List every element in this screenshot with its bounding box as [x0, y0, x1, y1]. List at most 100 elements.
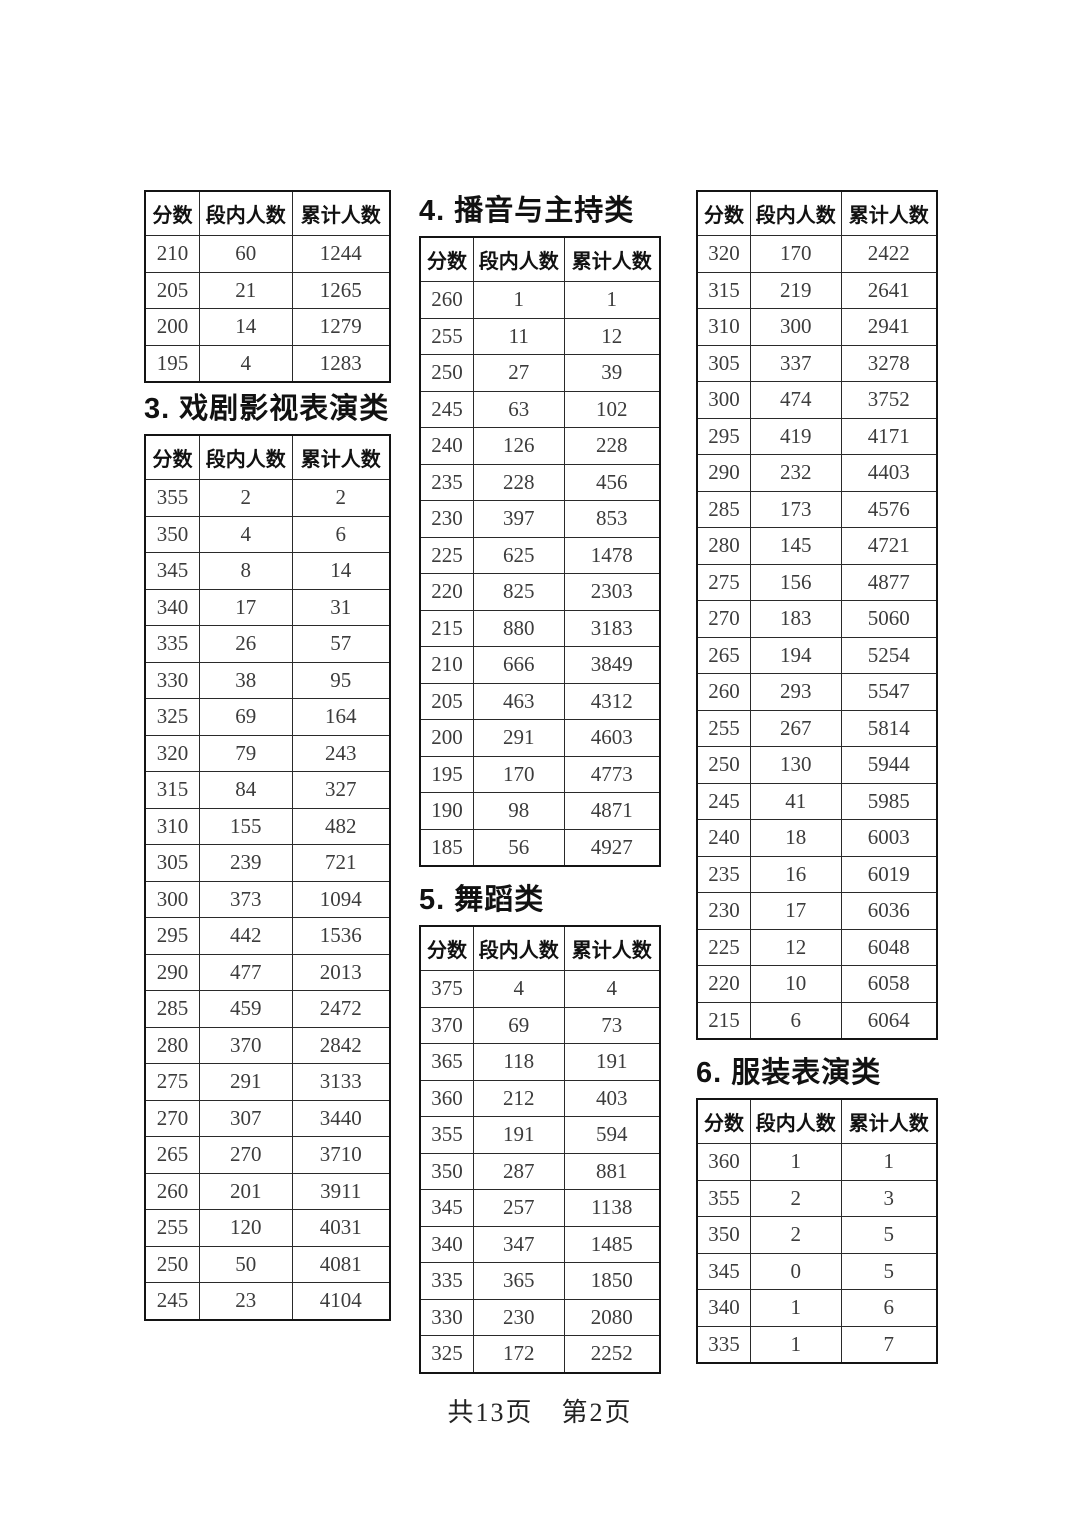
table-cell: 5985 — [840, 782, 938, 820]
table-cell: 225 — [419, 536, 474, 574]
table-row: 320 170 2422 — [696, 235, 938, 273]
table-cell: 310 — [696, 308, 751, 346]
table-cell: 11 — [472, 317, 565, 355]
table-row: 260 1 1 — [419, 281, 661, 319]
table-cell: 287 — [472, 1152, 565, 1190]
table-cell: 2013 — [291, 953, 391, 991]
table-cell: 4 — [472, 970, 565, 1008]
table-cell: 3752 — [840, 381, 938, 419]
column-header: 分数 — [419, 925, 474, 971]
table-row: 195 4 1283 — [144, 344, 391, 383]
table-cell: 3849 — [563, 646, 661, 684]
table-cell: 1 — [840, 1143, 938, 1181]
column-header: 段内人数 — [749, 190, 842, 236]
column-header: 段内人数 — [199, 434, 293, 480]
table-cell: 8 — [199, 552, 293, 590]
table-row: 265 194 5254 — [696, 636, 938, 674]
table-row: 255 120 4031 — [144, 1209, 391, 1247]
table-cell: 2422 — [840, 235, 938, 273]
table-cell: 250 — [696, 746, 751, 784]
table-cell: 220 — [419, 573, 474, 611]
table-cell: 666 — [472, 646, 565, 684]
table-cell: 5547 — [840, 673, 938, 711]
table-cell: 17 — [749, 892, 842, 930]
table-row: 360 212 403 — [419, 1079, 661, 1117]
header-row: 分数 段内人数 累计人数 — [144, 190, 391, 236]
column-header: 累计人数 — [291, 434, 391, 480]
table-cell: 4871 — [563, 792, 661, 830]
table-cell: 347 — [472, 1225, 565, 1263]
table-cell: 327 — [291, 771, 391, 809]
table-row: 265 270 3710 — [144, 1136, 391, 1174]
table-cell: 260 — [696, 673, 751, 711]
table-cell: 255 — [419, 317, 474, 355]
table-cell: 825 — [472, 573, 565, 611]
table-cell: 370 — [199, 1026, 293, 1064]
table-cell: 3183 — [563, 609, 661, 647]
table-cell: 267 — [749, 709, 842, 747]
table-row: 200 291 4603 — [419, 719, 661, 757]
table-row: 260 201 3911 — [144, 1172, 391, 1210]
table-cell: 291 — [199, 1063, 293, 1101]
table-cell: 419 — [749, 417, 842, 455]
table-cell: 1265 — [291, 271, 391, 309]
table-cell: 205 — [144, 271, 200, 309]
table-cell: 305 — [144, 844, 200, 882]
table-cell: 397 — [472, 500, 565, 538]
table-cell: 6 — [749, 1001, 842, 1040]
table-cell: 2 — [749, 1179, 842, 1217]
table-cell: 1 — [563, 281, 661, 319]
table-cell: 56 — [472, 828, 565, 867]
table-cell: 191 — [563, 1043, 661, 1081]
table-cell: 355 — [419, 1116, 474, 1154]
table-cell: 1850 — [563, 1262, 661, 1300]
column-header: 段内人数 — [472, 925, 565, 971]
column-middle: 4. 播音与主持类 分数 段内人数 累计人数 260 1 1 255 11 12 250 27 39 2… — [419, 193, 661, 1374]
table-cell: 340 — [696, 1289, 751, 1327]
table-cell: 881 — [563, 1152, 661, 1190]
table-row: 310 300 2941 — [696, 308, 938, 346]
table-cell: 345 — [696, 1252, 751, 1290]
table-row: 210 60 1244 — [144, 235, 391, 273]
table-row: 340 347 1485 — [419, 1225, 661, 1263]
table-cell: 340 — [144, 588, 200, 626]
table-row: 225 625 1478 — [419, 536, 661, 574]
table-cell: 250 — [144, 1245, 200, 1283]
table-cell: 355 — [144, 479, 200, 517]
table-cell: 12 — [749, 928, 842, 966]
table-cell: 1279 — [291, 308, 391, 346]
table-cell: 240 — [419, 427, 474, 465]
table-row: 355 191 594 — [419, 1116, 661, 1154]
section-title-drama-film-tv-performance: 3. 戏剧影视表演类 — [144, 393, 390, 425]
table-cell: 2252 — [563, 1335, 661, 1373]
table-cell: 459 — [199, 990, 293, 1028]
table-cell: 2 — [199, 479, 293, 517]
table-cell: 1244 — [291, 235, 391, 273]
table-row: 320 79 243 — [144, 734, 391, 772]
table-cell: 5254 — [840, 636, 938, 674]
table-cell: 293 — [749, 673, 842, 711]
score-table: 分数 段内人数 累计人数 260 1 1 255 11 12 250 27 39 245 63 102 240… — [419, 236, 661, 867]
table-cell: 3440 — [291, 1099, 391, 1137]
table-cell: 14 — [199, 308, 293, 346]
table-row: 345 0 5 — [696, 1252, 938, 1290]
table-cell: 41 — [749, 782, 842, 820]
table-cell: 239 — [199, 844, 293, 882]
table-cell: 482 — [291, 807, 391, 845]
table-cell: 183 — [749, 600, 842, 638]
column-header: 段内人数 — [472, 236, 565, 282]
table-row: 270 307 3440 — [144, 1099, 391, 1137]
table-row: 305 337 3278 — [696, 344, 938, 382]
table-cell: 3911 — [291, 1172, 391, 1210]
table-cell: 3 — [840, 1179, 938, 1217]
table-cell: 1094 — [291, 880, 391, 918]
table-cell: 456 — [563, 463, 661, 501]
table-row: 220 825 2303 — [419, 573, 661, 611]
table-cell: 245 — [696, 782, 751, 820]
table-cell: 18 — [749, 819, 842, 857]
table-cell: 212 — [472, 1079, 565, 1117]
table-cell: 290 — [144, 953, 200, 991]
table-cell: 307 — [199, 1099, 293, 1137]
table-cell: 39 — [563, 354, 661, 392]
table-cell: 335 — [419, 1262, 474, 1300]
